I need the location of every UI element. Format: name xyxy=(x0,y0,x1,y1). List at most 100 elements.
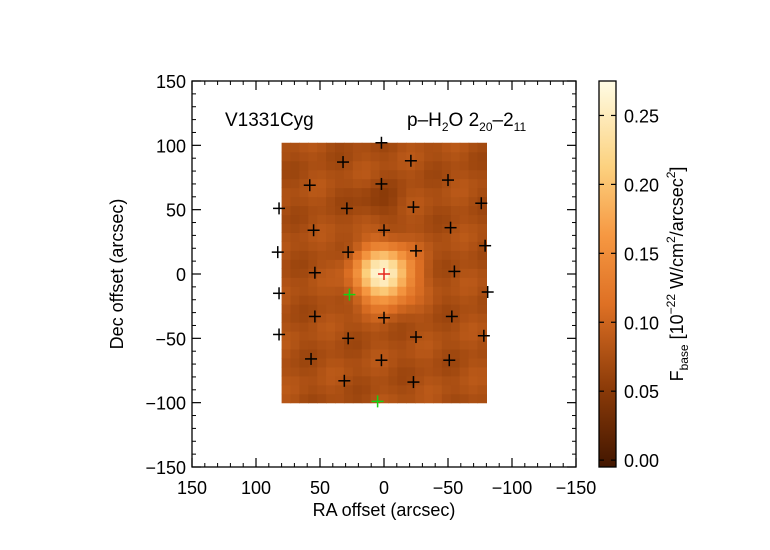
map-cell xyxy=(450,393,461,404)
map-cell xyxy=(406,232,416,242)
map-cell xyxy=(388,223,398,233)
spaxel-marker xyxy=(342,246,355,259)
line-label-dash: –2 xyxy=(493,110,514,131)
map-cell xyxy=(317,286,327,296)
map-cell xyxy=(370,241,381,251)
map-cell xyxy=(477,259,487,269)
map-cell xyxy=(441,295,452,305)
map-cell xyxy=(388,384,398,395)
spaxel-marker xyxy=(443,354,456,367)
map-cell xyxy=(343,169,354,180)
map-cell xyxy=(370,142,381,153)
spaxel-marker xyxy=(410,331,422,344)
map-cell xyxy=(459,375,470,386)
map-cell xyxy=(450,178,461,189)
map-cell xyxy=(299,330,309,341)
map-cell xyxy=(361,348,372,359)
map-cell xyxy=(343,295,354,305)
map-cell xyxy=(361,339,372,350)
map-cell xyxy=(415,277,425,287)
map-cell xyxy=(432,295,443,305)
map-cell xyxy=(441,339,452,350)
map-cell xyxy=(370,214,381,225)
map-cell xyxy=(424,348,434,359)
map-cell xyxy=(370,160,381,171)
map-cell xyxy=(388,304,398,314)
map-cell xyxy=(388,277,398,287)
map-cell xyxy=(299,268,309,278)
map-cell xyxy=(415,160,425,171)
map-cell xyxy=(281,366,292,377)
map-cell xyxy=(326,384,336,395)
map-cell xyxy=(459,187,470,198)
map-cell xyxy=(441,375,452,386)
map-cell xyxy=(317,295,327,305)
map-cell xyxy=(477,339,487,350)
map-cell xyxy=(379,187,390,198)
map-cell xyxy=(379,393,390,404)
map-cell xyxy=(370,384,381,395)
map-cell xyxy=(468,295,479,305)
map-cell xyxy=(281,357,292,368)
map-cell xyxy=(335,169,345,180)
map-cell xyxy=(352,169,363,180)
map-cell xyxy=(459,214,470,225)
map-cell xyxy=(317,223,327,233)
map-cell xyxy=(468,151,479,162)
y-tick-label: −100 xyxy=(145,394,186,414)
map-cell xyxy=(450,169,461,180)
map-cell xyxy=(361,277,372,287)
map-cell xyxy=(406,241,416,251)
spaxel-marker xyxy=(378,311,390,324)
map-cell xyxy=(477,366,487,377)
map-cell xyxy=(397,366,407,377)
map-cell xyxy=(352,286,363,296)
map-cell xyxy=(299,196,309,207)
map-cell xyxy=(361,151,372,162)
map-cell xyxy=(459,366,470,377)
map-cell xyxy=(388,196,398,207)
map-cell xyxy=(299,205,309,216)
map-cell xyxy=(424,295,434,305)
map-cell xyxy=(477,268,487,278)
map-cell xyxy=(299,223,309,233)
line-label-species: p–H xyxy=(407,110,442,131)
map-cell xyxy=(379,295,390,305)
map-cell xyxy=(352,304,363,314)
x-tick-label: −150 xyxy=(556,478,597,498)
x-tick-label: 100 xyxy=(241,478,271,498)
map-cell xyxy=(299,357,309,368)
map-cell xyxy=(432,375,443,386)
map-cell xyxy=(335,268,345,278)
map-cell xyxy=(432,268,443,278)
map-cell xyxy=(397,259,407,269)
map-cell xyxy=(379,214,390,225)
map-cell xyxy=(290,151,301,162)
map-cell xyxy=(352,366,363,377)
map-cell xyxy=(326,322,336,332)
map-cell xyxy=(326,295,336,305)
map-cell xyxy=(281,178,292,189)
map-cell xyxy=(432,357,443,368)
map-cell xyxy=(352,178,363,189)
map-cell xyxy=(290,232,301,242)
map-cell xyxy=(361,322,372,332)
map-cell xyxy=(317,384,327,395)
map-cell xyxy=(432,366,443,377)
map-cell xyxy=(388,151,398,162)
spaxel-marker xyxy=(273,287,286,300)
map-cell xyxy=(299,214,309,225)
map-cell xyxy=(370,223,381,233)
colorbar-tick-label: 0.20 xyxy=(624,175,659,195)
map-cell xyxy=(406,142,416,153)
map-cell xyxy=(326,286,336,296)
map-cell xyxy=(361,384,372,395)
map-cell xyxy=(317,169,327,180)
map-cell xyxy=(468,259,479,269)
line-label-sub1: 2 xyxy=(442,120,449,134)
map-cell xyxy=(379,286,390,296)
spaxel-marker xyxy=(442,174,454,187)
map-cell xyxy=(468,178,479,189)
map-cell xyxy=(379,151,390,162)
map-cell xyxy=(343,142,354,153)
